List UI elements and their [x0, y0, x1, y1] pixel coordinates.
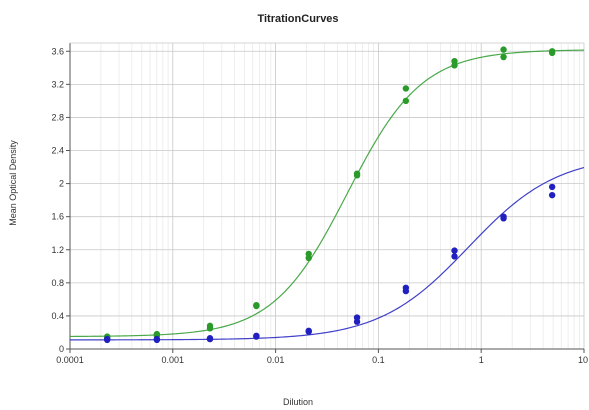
- data-point-series-2: [451, 253, 458, 260]
- x-tick-label: 10: [578, 355, 588, 365]
- data-point-series-1: [451, 57, 458, 65]
- y-tick-label: 3.6: [51, 46, 64, 56]
- tick-labels: 0 0.4 0.8 1.2 1.6 2 2.4 2.8 3.2 3.6 0.0001 0.001 0.0…: [51, 46, 588, 365]
- y-tick-label: 2.8: [51, 112, 64, 122]
- y-tick-label: 3.2: [51, 79, 64, 89]
- axes: [66, 42, 585, 353]
- data-points: [103, 46, 556, 344]
- x-tick-label: 0.001: [162, 355, 185, 365]
- data-point-series-2: [500, 213, 507, 220]
- data-point-series-2: [402, 284, 410, 291]
- data-point-series-1: [548, 48, 556, 55]
- data-point-series-2: [253, 332, 260, 339]
- y-tick-label: 1.6: [51, 212, 64, 222]
- data-point-series-2: [548, 191, 556, 199]
- y-tick-label: 0: [59, 344, 64, 354]
- y-tick-label: 0.8: [51, 278, 64, 288]
- x-tick-label: 0.0001: [56, 355, 84, 365]
- data-point-series-2: [103, 335, 111, 343]
- data-point-series-1: [206, 322, 214, 330]
- data-point-series-2: [451, 247, 458, 254]
- data-point-series-2: [206, 335, 214, 342]
- data-point-series-1: [253, 301, 260, 309]
- fit-curve-series-2: [70, 166, 585, 341]
- grid: [69, 43, 585, 349]
- data-point-series-2: [153, 335, 161, 343]
- x-tick-label: 0.1: [372, 355, 385, 365]
- data-point-series-1: [305, 250, 312, 258]
- x-tick-label: 1: [479, 355, 484, 365]
- data-point-series-1: [500, 53, 507, 61]
- data-point-series-1: [153, 330, 161, 338]
- chart-title: TitrationCurves: [257, 13, 338, 25]
- y-tick-label: 2.4: [51, 146, 64, 156]
- y-tick-label: 2: [59, 179, 64, 189]
- fit-curve-series-1: [69, 49, 585, 338]
- y-axis-label: Mean Optical Density: [8, 140, 18, 226]
- x-tick-label: 0.01: [267, 355, 285, 365]
- data-point-series-1: [500, 46, 507, 53]
- data-point-series-1: [353, 170, 361, 177]
- data-point-series-2: [548, 183, 556, 191]
- y-tick-label: 1.2: [51, 245, 64, 255]
- data-point-series-2: [305, 327, 312, 335]
- fit-curves: [69, 49, 585, 341]
- data-point-series-1: [402, 97, 410, 105]
- data-point-series-1: [402, 85, 410, 92]
- data-point-series-2: [353, 314, 361, 321]
- y-tick-label: 0.4: [51, 311, 64, 321]
- x-axis-label: Dilution: [283, 397, 313, 407]
